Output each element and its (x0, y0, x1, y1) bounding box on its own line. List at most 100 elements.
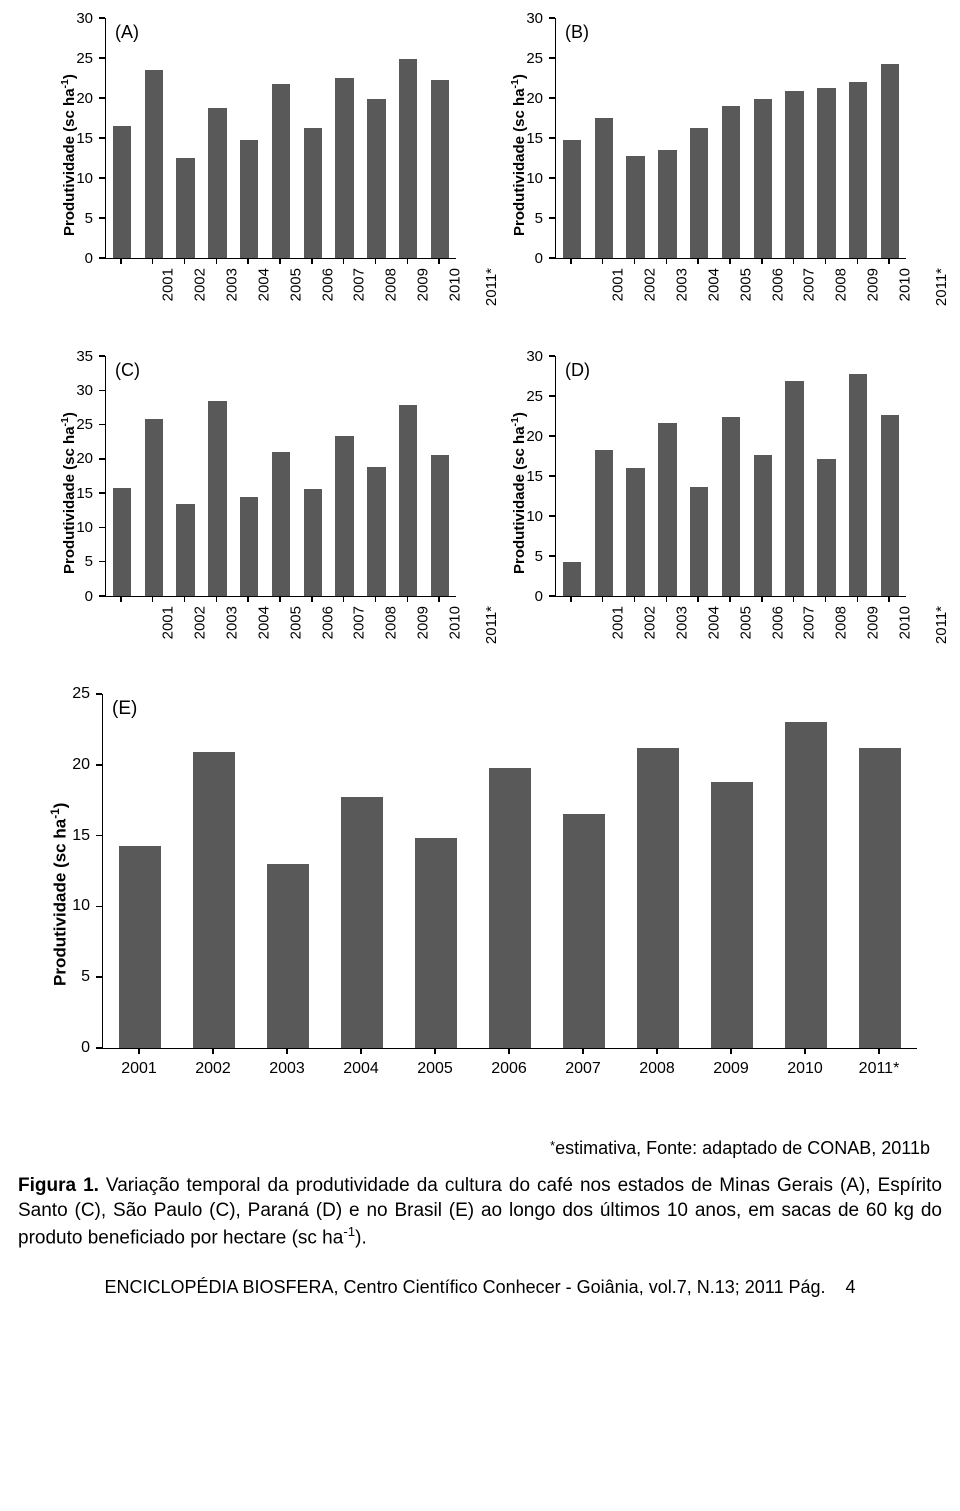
y-tick-label: 0 (45, 588, 93, 605)
panel-label: (A) (115, 22, 139, 43)
x-tick-label: 2001 (160, 268, 177, 301)
bar (785, 91, 803, 258)
y-tick-mark (99, 527, 105, 529)
x-tick-mark (508, 1048, 510, 1054)
bar (711, 782, 754, 1048)
panel-label: (D) (565, 360, 590, 381)
bar (208, 108, 226, 258)
bar (754, 455, 772, 596)
bar (785, 381, 803, 596)
x-tick-mark (375, 258, 377, 264)
x-tick-label: 2004 (705, 606, 722, 639)
x-tick-label: 2001 (109, 1060, 169, 1078)
x-tick-label: 2006 (769, 606, 786, 639)
x-tick-mark (666, 596, 668, 602)
bar (113, 488, 131, 596)
y-tick-label: 0 (45, 250, 93, 267)
x-tick-label: 2008 (383, 606, 400, 639)
bar (335, 78, 353, 258)
bar (722, 106, 740, 258)
x-tick-label: 2003 (257, 1060, 317, 1078)
bar (563, 814, 606, 1048)
bar (595, 450, 613, 596)
x-tick-mark (602, 258, 604, 264)
page-footer: ENCICLOPÉDIA BIOSFERA, Centro Científico… (12, 1277, 948, 1298)
x-tick-label: 2008 (627, 1060, 687, 1078)
x-tick-mark (825, 258, 827, 264)
y-tick-label: 20 (30, 756, 90, 774)
y-tick-mark (99, 595, 105, 597)
bar (626, 156, 644, 258)
x-tick-mark (634, 596, 636, 602)
x-tick-mark (343, 258, 345, 264)
x-tick-label: 2005 (287, 268, 304, 301)
y-tick-mark (549, 395, 555, 397)
x-tick-label: 2011* (933, 268, 950, 306)
bar (658, 150, 676, 258)
y-tick-mark (549, 555, 555, 557)
bar (817, 88, 835, 258)
x-tick-label: 2005 (405, 1060, 465, 1078)
x-tick-mark (761, 596, 763, 602)
y-tick-mark (96, 693, 102, 695)
y-tick-label: 30 (45, 10, 93, 27)
x-tick-mark (375, 596, 377, 602)
x-tick-mark (343, 596, 345, 602)
x-tick-mark (793, 596, 795, 602)
bar (785, 722, 828, 1048)
x-tick-mark (184, 596, 186, 602)
chart-panel-d: 051015202530(D)Produtividade (sc ha-1)20… (495, 346, 915, 656)
figure-caption-body-2: ). (355, 1227, 367, 1248)
bar (563, 562, 581, 596)
bar (881, 415, 899, 596)
x-tick-label: 2002 (642, 606, 659, 639)
page: 051015202530(A)Produtividade (sc ha-1)20… (0, 0, 960, 1322)
x-tick-mark (279, 258, 281, 264)
x-tick-mark (279, 596, 281, 602)
bar (176, 158, 194, 258)
y-tick-label: 25 (495, 50, 543, 67)
x-tick-mark (857, 596, 859, 602)
y-tick-mark (99, 458, 105, 460)
chart-panel-a: 051015202530(A)Produtividade (sc ha-1)20… (45, 8, 465, 318)
y-tick-mark (99, 390, 105, 392)
x-tick-mark (804, 1048, 806, 1054)
y-tick-mark (99, 97, 105, 99)
x-tick-mark (138, 1048, 140, 1054)
bar (145, 419, 163, 596)
bar (489, 768, 532, 1048)
x-tick-mark (360, 1048, 362, 1054)
x-tick-mark (857, 258, 859, 264)
x-tick-mark (120, 258, 122, 264)
x-tick-mark (212, 1048, 214, 1054)
x-tick-label: 2003 (223, 268, 240, 301)
y-tick-mark (549, 355, 555, 357)
bar (690, 487, 708, 596)
footer-text: ENCICLOPÉDIA BIOSFERA, Centro Científico… (104, 1277, 825, 1297)
x-tick-label: 2009 (414, 268, 431, 301)
x-tick-mark (697, 258, 699, 264)
bar (881, 64, 899, 258)
x-tick-mark (184, 258, 186, 264)
bar (367, 99, 385, 258)
bar (415, 838, 458, 1048)
bar (431, 455, 449, 596)
y-tick-mark (549, 177, 555, 179)
x-tick-label: 2009 (864, 606, 881, 639)
bar (637, 748, 680, 1048)
y-tick-mark (549, 57, 555, 59)
chart-row-1: 051015202530(A)Produtividade (sc ha-1)20… (12, 8, 948, 318)
y-tick-label: 25 (495, 388, 543, 405)
x-tick-mark (825, 596, 827, 602)
plot-area (105, 356, 456, 597)
bar (399, 59, 417, 258)
panel-label: (C) (115, 360, 140, 381)
x-tick-mark (407, 596, 409, 602)
x-tick-label: 2002 (183, 1060, 243, 1078)
plot-area (555, 356, 906, 597)
x-tick-label: 2005 (737, 606, 754, 639)
bar (113, 126, 131, 258)
y-tick-label: 35 (45, 348, 93, 365)
bar (399, 405, 417, 596)
y-tick-label: 30 (495, 348, 543, 365)
